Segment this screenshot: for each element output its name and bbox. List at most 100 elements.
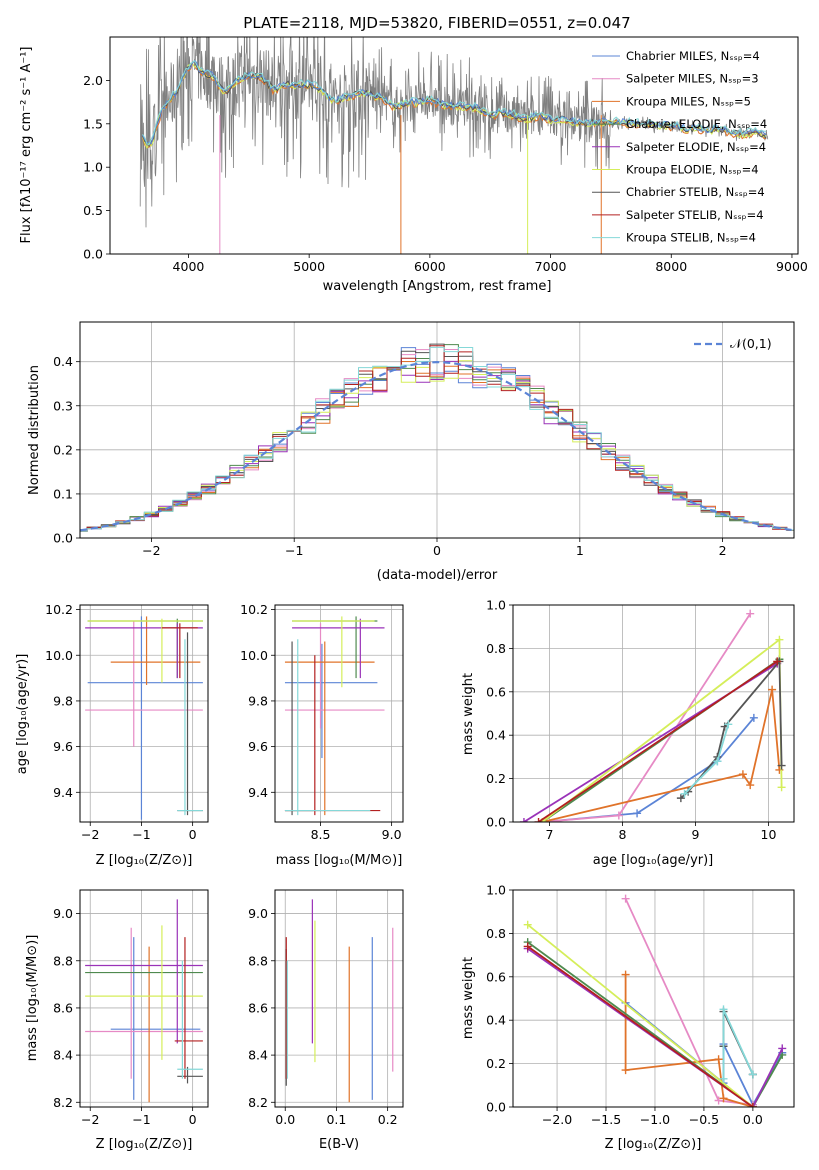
x-tick-label: 9.0 [382,827,402,842]
y-tick-label: 1.5 [83,116,103,131]
y-tick-label: 8.8 [248,953,268,968]
weight-point-marker [738,770,747,779]
weight-point-marker [748,1070,757,1079]
x-tick-label: −0.5 [689,1112,719,1127]
y-tick-label: 0.0 [83,247,103,262]
age-vs-Z-panel: −2 −1 0 9.4 9.6 9.8 10.0 10.2 Z [log₁₀(Z/Z⊙)] age… [15,602,209,868]
legend-entry: Salpeter ELODIE, Nₛₛₚ=4 [626,140,766,154]
weight-point-marker [523,942,532,951]
x-axis-label: wavelength [Angstrom, rest frame] [323,279,552,294]
axes-frame [79,604,209,823]
x-tick-label: 0.0 [275,1112,295,1127]
x-tick-label: −2 [81,827,99,842]
spectrum-panel: 4000 5000 6000 7000 8000 9000 0.0 0.5 1.0 1.5 2.0 w… [19,36,808,294]
x-axis-label: mass [log₁₀(M/M⊙)] [276,853,403,868]
x-tick-label: −2.0 [542,1112,572,1127]
plot-area [519,609,786,822]
plot-area [285,899,394,1103]
x-tick-label: 0 [189,1112,197,1127]
weight-point-marker [773,657,782,666]
x-tick-label: 6000 [414,259,446,274]
x-tick-label: 5000 [293,259,325,274]
panels: 4000 5000 6000 7000 8000 90000.00.51.01.52.0w… [15,36,808,1152]
y-tick-label: 0.2 [486,771,506,786]
weight-point-marker [621,894,630,903]
y-tick-label: 2.0 [83,73,103,88]
y-axis-label: mass weight [461,673,476,755]
x-tick-label: 10 [761,827,777,842]
weight-vs-Z-panel: −2.0 −1.5 −1.0 −0.5 0.0 0.0 0.2 0.4 0.6 0.8 1.0 Z [… [461,883,795,1152]
weight-point-marker [748,1103,757,1107]
axes-frame [274,604,404,823]
weight-series-line [527,924,754,1107]
weight-series-line [624,974,754,1107]
y-tick-label: 0.8 [486,641,506,656]
y-tick-label: 0.3 [53,398,73,413]
mass-vs-Z-panel: −2 −1 0 8.2 8.4 8.6 8.8 9.0 Z [log₁₀(Z/Z⊙)] mass … [25,889,209,1152]
weight-series-line [537,660,778,822]
y-tick-label: 8.4 [248,1048,268,1063]
weight-series-line [527,941,784,1107]
y-tick-label: 9.8 [53,693,73,708]
y-tick-label: 10.0 [240,648,268,663]
weight-point-marker [746,781,755,790]
gridlines [275,890,403,1107]
y-tick-label: 9.6 [53,739,73,754]
gridlines [80,605,208,822]
weight-point-marker [676,794,685,803]
x-tick-label: −2 [81,1112,99,1127]
weight-point-marker [719,1005,728,1014]
y-tick-label: 9.0 [248,906,268,921]
legend-entry: Chabrier STELIB, Nₛₛₚ=4 [626,185,765,199]
weight-series-line [680,658,783,799]
plot-area [139,37,769,254]
weight-point-marker [777,783,786,792]
weight-point-marker [621,970,630,979]
residuals-panel: −2 −1 0 1 2 0.0 0.1 0.2 0.3 0.4 (data-model)/error… [27,321,795,583]
axes-frame [79,889,209,1108]
y-tick-label: 9.8 [248,693,268,708]
weight-point-marker [768,685,777,694]
mass-vs-EBV-panel: 0.0 0.1 0.2 8.2 8.4 8.6 8.8 9.0 E(B-V) [248,889,404,1152]
weight-point-marker [775,635,784,644]
weight-point-marker [680,789,689,798]
axes-frame [109,36,799,255]
y-tick-label: 8.4 [53,1048,73,1063]
legend-entry: Kroupa MILES, Nₛₛₚ=5 [626,94,751,108]
plot-area [85,899,203,1103]
x-tick-label: 9 [691,827,699,842]
y-tick-label: 9.4 [248,785,268,800]
weight-point-marker [724,720,733,729]
y-tick-label: 0.4 [53,354,73,369]
x-tick-label: 1 [576,543,584,558]
y-tick-label: 10.0 [45,648,73,663]
x-tick-label: 0.1 [326,1112,346,1127]
y-tick-label: 1.0 [486,598,506,613]
model-spectrum [142,59,767,145]
x-tick-label: 8.5 [311,827,331,842]
age-vs-mass-panel: 8.5 9.0 9.4 9.6 9.8 10.0 10.2 mass [log₁₀(M/M⊙)… [240,602,404,868]
y-tick-label: 8.2 [248,1095,268,1110]
y-tick-label: 0.1 [53,486,73,501]
plot-area [284,616,385,816]
x-tick-label: 7000 [535,259,567,274]
y-tick-label: 0.0 [486,1100,506,1115]
legend-entry: Salpeter STELIB, Nₛₛₚ=4 [626,208,764,222]
x-tick-label: −1 [132,827,150,842]
y-axis-label: Normed distribution [27,365,42,495]
weight-point-marker [614,811,623,820]
weight-point-marker [746,609,755,618]
weight-series-line [527,947,784,1107]
plot-area [85,616,203,820]
weight-point-marker [713,757,722,766]
y-tick-label: 1.0 [486,883,506,898]
data-spectrum [139,37,769,228]
y-axis-label: mass [log₁₀(M/M⊙)] [25,935,40,1062]
weight-point-marker [719,1074,728,1083]
legend: 𝒩(0,1) [694,336,772,351]
y-tick-label: 9.0 [53,906,73,921]
plot-area [80,343,794,532]
y-tick-label: 0.2 [486,1056,506,1071]
legend-entry: Kroupa ELODIE, Nₛₛₚ=4 [626,163,759,177]
